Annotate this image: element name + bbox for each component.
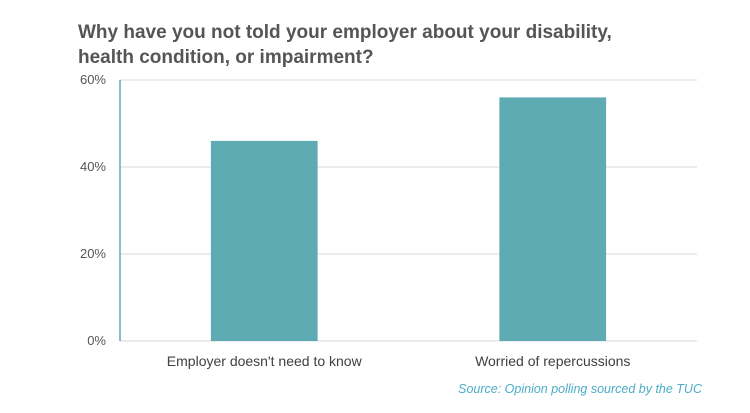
chart-title: Why have you not told your employer abou… xyxy=(78,22,612,68)
y-tick-label: 40% xyxy=(80,159,106,174)
y-tick-label: 60% xyxy=(80,72,106,87)
bar-1 xyxy=(210,140,318,341)
category-labels: Employer doesn't need to know Worried of … xyxy=(167,353,631,369)
y-tick-label: 20% xyxy=(80,246,106,261)
y-tick-labels: 0% 20% 40% 60% xyxy=(80,72,106,348)
category-label: Employer doesn't need to know xyxy=(167,353,363,369)
y-tick-label: 0% xyxy=(87,333,106,348)
category-label: Worried of repercussions xyxy=(475,353,630,369)
gridlines xyxy=(120,79,697,342)
bar-2 xyxy=(499,97,607,342)
source-note: Source: Opinion polling sourced by the T… xyxy=(458,382,702,396)
bars xyxy=(210,97,607,342)
